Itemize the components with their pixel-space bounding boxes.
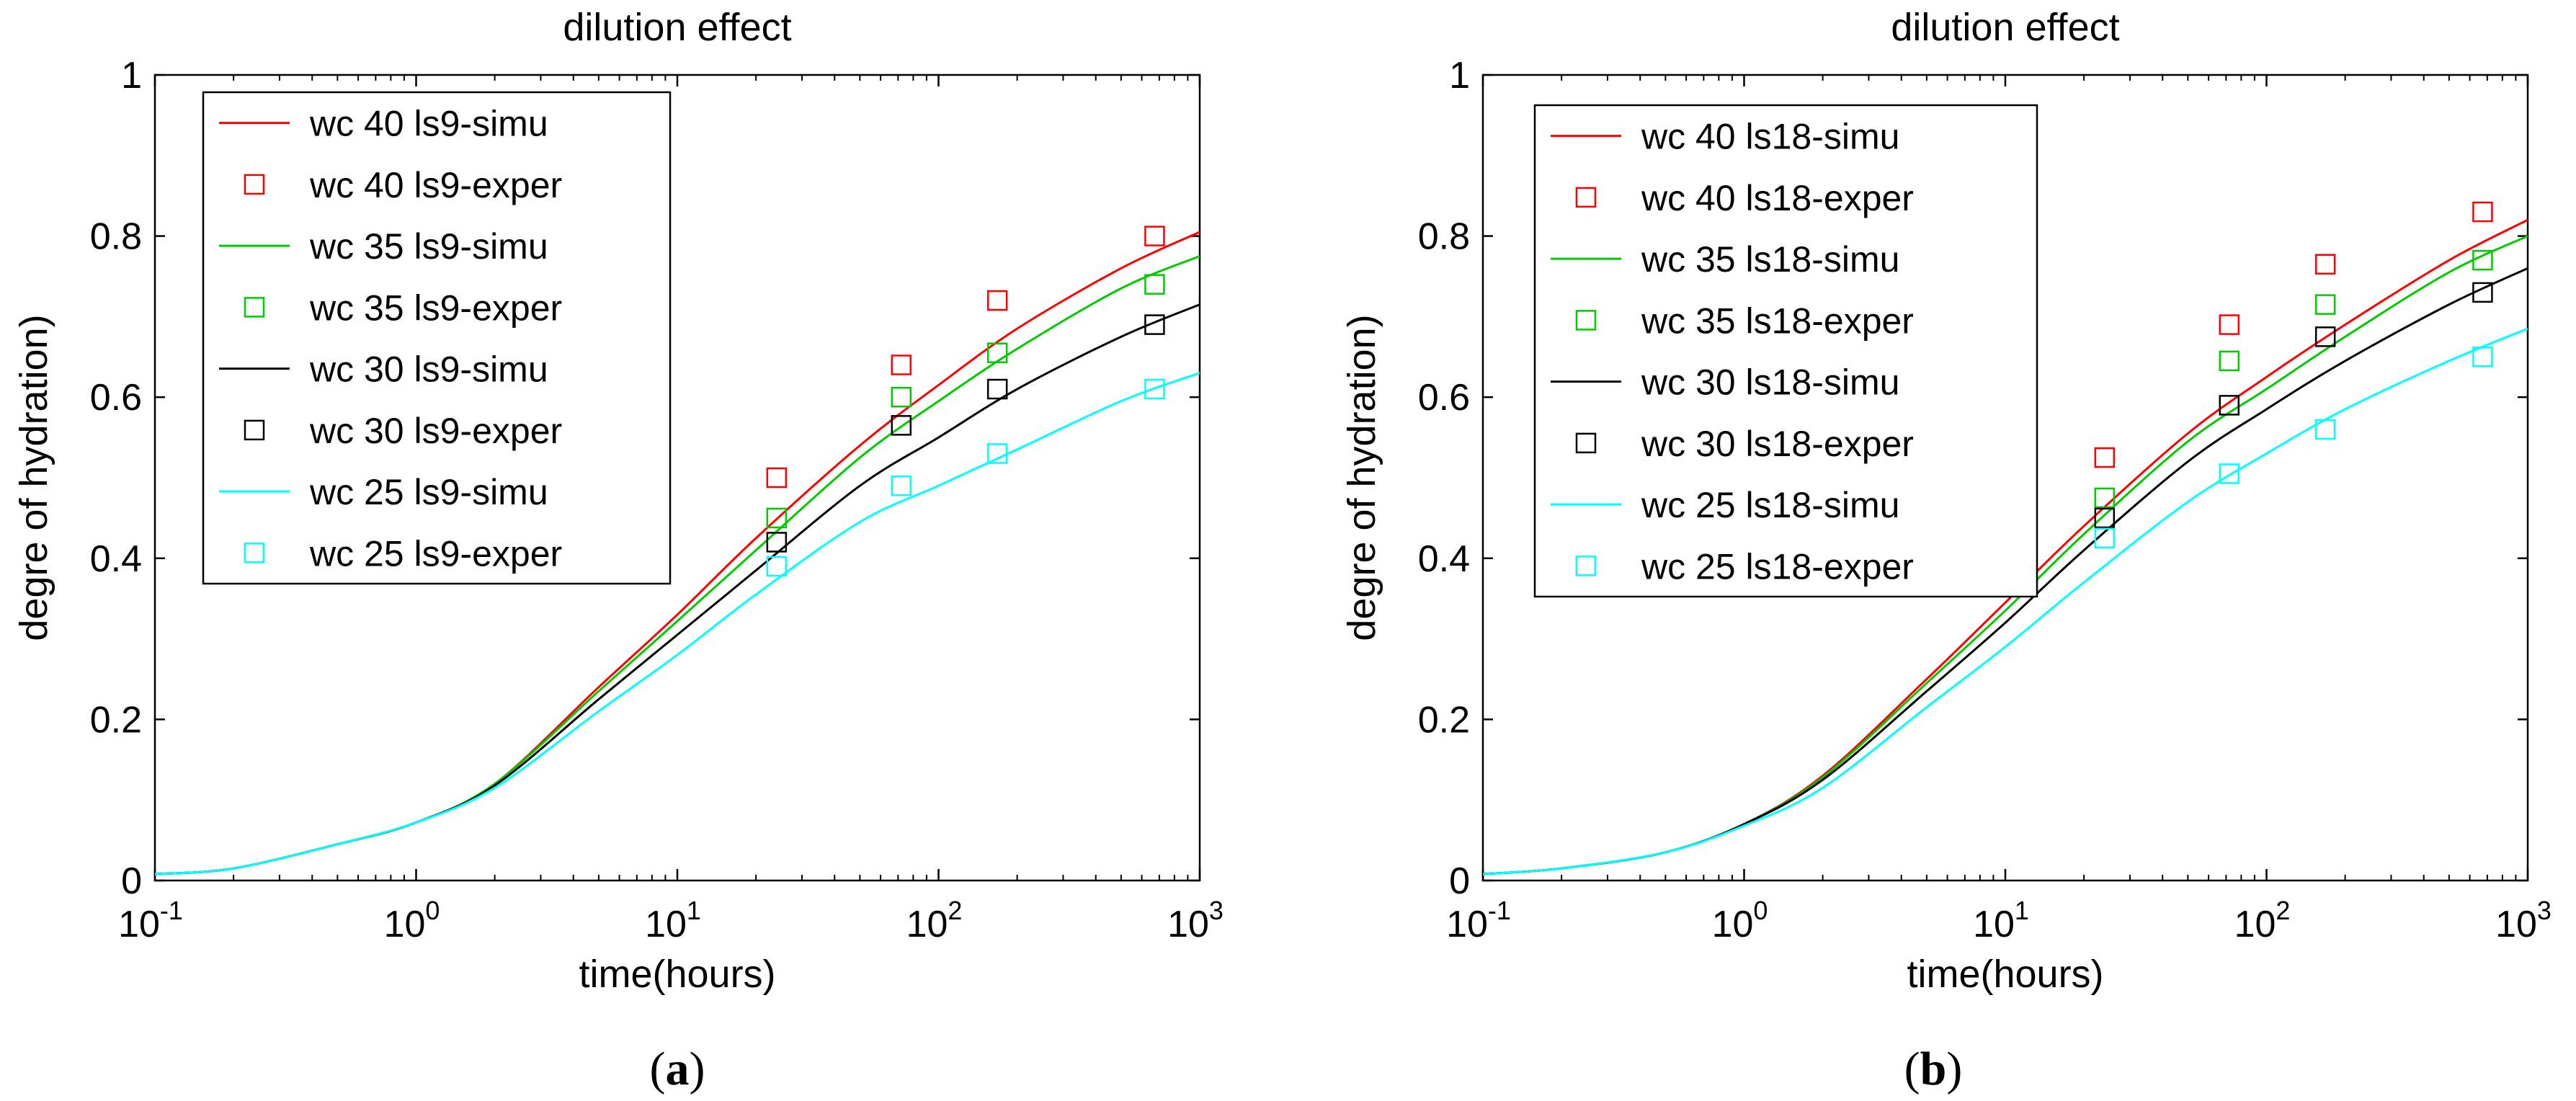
legend-entry-label: wc 25 ls18-simu: [1641, 485, 1899, 525]
legend-marker-swatch: [1575, 432, 1597, 454]
x-axis-label: time(hours): [1907, 953, 2103, 996]
x-tick-label: 10-1: [1446, 896, 1511, 945]
data-point-wc-25-ls9-exper: [1144, 378, 1165, 400]
data-point-wc-40-ls18-exper: [2219, 314, 2240, 335]
chart-panel-b: 0 0.2 0.4 0.6 0.8 1 10-1 100 101 102 103 dilution e…: [1340, 6, 2552, 1095]
legend-entry-label: wc 35 ls9-simu: [309, 226, 548, 267]
data-point-wc-40-ls18-exper: [2472, 201, 2493, 223]
data-point-wc-30-ls9-exper: [766, 532, 788, 553]
data-point-wc-30-ls18-exper: [2472, 282, 2493, 303]
data-point-wc-35-ls9-exper: [1144, 274, 1165, 295]
y-tick-label: 0.2: [1418, 699, 1470, 741]
legend-marker-swatch: [244, 419, 265, 441]
x-tick-label: 102: [906, 896, 963, 945]
legend-entry-label: wc 25 ls9-simu: [309, 472, 548, 512]
y-tick-label: 0.4: [90, 538, 142, 580]
data-point-wc-30-ls9-exper: [891, 415, 912, 436]
series-line-wc-25-ls18-simu: [1483, 327, 2528, 875]
legend-marker-swatch: [1575, 556, 1597, 576]
data-point-wc-35-ls18-exper: [2219, 350, 2240, 372]
data-point-wc-35-ls18-exper: [2314, 294, 2336, 315]
legend-entry-label: wc 35 ls18-exper: [1641, 300, 1914, 341]
data-point-wc-25-ls18-exper: [2094, 527, 2116, 549]
data-point-wc-40-ls9-exper: [1144, 226, 1165, 246]
legend-entry-label: wc 25 ls18-exper: [1641, 546, 1914, 587]
legend-entry-label: wc 25 ls9-exper: [309, 533, 562, 574]
legend-marker-swatch: [244, 297, 265, 318]
data-point-wc-40-ls9-exper: [766, 467, 788, 489]
data-point-wc-35-ls18-exper: [2094, 487, 2116, 509]
data-point-wc-25-ls9-exper: [986, 443, 1008, 464]
legend-entry-label: wc 40 ls18-exper: [1641, 178, 1914, 218]
data-point-wc-25-ls18-exper: [2472, 347, 2493, 367]
y-tick-label: 0: [1449, 860, 1470, 902]
legend-marker-swatch: [1575, 187, 1597, 208]
x-tick-label: 103: [2495, 896, 2552, 945]
data-point-wc-35-ls18-exper: [2472, 249, 2493, 271]
y-tick-label: 1: [1449, 55, 1470, 97]
data-point-wc-35-ls9-exper: [891, 386, 912, 408]
legend-entry-label: wc 40 ls9-simu: [309, 104, 548, 144]
y-tick-label: 0.4: [1418, 538, 1470, 580]
legend-marker-swatch: [244, 543, 265, 563]
x-tick-label: 10-1: [118, 896, 183, 945]
data-point-wc-30-ls9-exper: [1144, 314, 1165, 335]
panel-label: (a): [650, 1043, 705, 1095]
x-tick-label: 102: [2234, 896, 2291, 945]
y-tick-label: 0.8: [1418, 216, 1470, 258]
legend-entry-label: wc 40 ls9-exper: [309, 165, 562, 205]
legend-entry-label: wc 35 ls18-simu: [1641, 239, 1899, 280]
legend-entry-label: wc 30 ls9-simu: [309, 349, 548, 390]
x-tick-label: 100: [1712, 896, 1768, 945]
data-point-wc-35-ls9-exper: [766, 507, 788, 529]
data-point-wc-25-ls18-exper: [2314, 419, 2336, 440]
data-point-wc-25-ls18-exper: [2219, 463, 2240, 484]
legend-marker-swatch: [244, 174, 265, 195]
legend-box: [202, 91, 672, 585]
data-point-wc-40-ls9-exper: [986, 290, 1008, 311]
x-axis-label: time(hours): [579, 953, 775, 996]
data-point-wc-25-ls9-exper: [891, 475, 912, 496]
legend-marker-swatch: [1575, 310, 1597, 331]
legend-entry-label: wc 35 ls9-exper: [309, 287, 562, 328]
y-tick-label: 0.8: [90, 216, 142, 258]
y-tick-label: 0.2: [90, 699, 142, 741]
chart-title: dilution effect: [1891, 6, 2119, 49]
chart-panel-a: 0 0.2 0.4 0.6 0.8 1 10-1 100 101 102 103 dilution e…: [12, 6, 1224, 1095]
y-tick-label: 0.6: [90, 377, 142, 419]
data-point-wc-40-ls18-exper: [2314, 254, 2336, 275]
y-axis-label: degre of hydration): [12, 314, 55, 641]
y-tick-label: 1: [121, 55, 142, 97]
y-axis-label: degre of hydration): [1340, 314, 1383, 641]
data-point-wc-30-ls9-exper: [986, 378, 1008, 400]
legend-entry-label: wc 30 ls18-exper: [1641, 424, 1914, 464]
x-tick-label: 101: [1973, 896, 2029, 945]
x-tick-label: 100: [384, 896, 440, 945]
y-tick-label: 0: [121, 860, 142, 902]
y-tick-label: 0.6: [1418, 377, 1470, 419]
data-point-wc-25-ls9-exper: [766, 556, 788, 577]
chart-title: dilution effect: [563, 6, 791, 49]
series-line-wc-25-ls9-simu: [155, 372, 1200, 875]
legend: wc 40 ls9-simu wc 40 ls9-exper wc 35 ls9-s…: [202, 91, 672, 585]
data-point-wc-40-ls9-exper: [891, 355, 912, 375]
legend-entry-label: wc 40 ls18-simu: [1641, 117, 1899, 157]
panel-label: (b): [1904, 1043, 1963, 1095]
x-tick-label: 103: [1167, 896, 1224, 945]
data-point-wc-30-ls18-exper: [2219, 395, 2240, 416]
legend: wc 40 ls18-simu wc 40 ls18-exper wc 35 ls1…: [1533, 104, 2038, 598]
legend-entry-label: wc 30 ls18-simu: [1641, 362, 1899, 403]
data-point-wc-30-ls18-exper: [2314, 326, 2336, 347]
data-point-wc-30-ls18-exper: [2094, 507, 2116, 529]
legend-box: [1533, 104, 2038, 598]
x-tick-label: 101: [645, 896, 701, 945]
legend-entry-label: wc 30 ls9-exper: [309, 411, 562, 451]
data-point-wc-40-ls18-exper: [2094, 447, 2116, 468]
data-point-wc-35-ls9-exper: [986, 342, 1008, 363]
